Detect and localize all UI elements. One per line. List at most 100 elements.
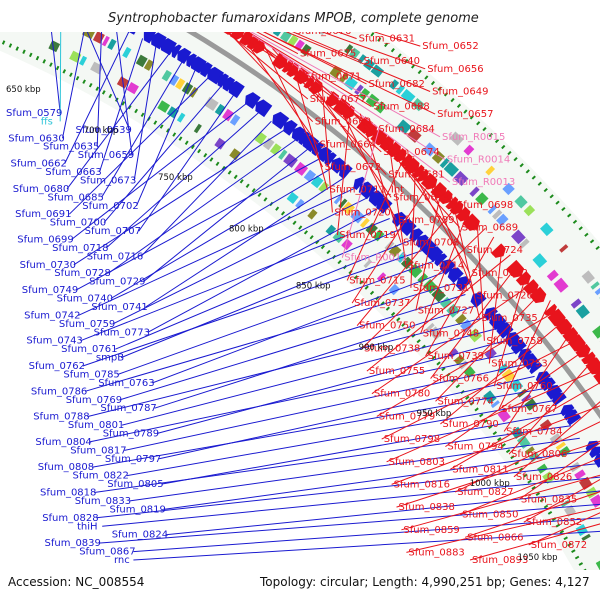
gene-label: Sfum_0839 — [45, 538, 101, 549]
gene-label: Sfum_0824 — [112, 530, 168, 541]
gene-feature — [547, 308, 566, 327]
gene-feature — [529, 286, 547, 304]
leader-line — [117, 260, 434, 375]
gene-feature — [342, 105, 355, 119]
gene-feature — [469, 186, 480, 197]
gene-feature — [365, 222, 378, 236]
leader-line — [410, 160, 417, 288]
scale-tick — [385, 306, 390, 311]
scale-tick — [239, 179, 244, 184]
gene-feature — [522, 279, 539, 295]
gene-feature — [395, 84, 406, 95]
gene-label: Sfum_R0015 — [442, 132, 505, 143]
leader-line — [75, 158, 321, 291]
scale-tick — [525, 169, 530, 174]
leader-line — [366, 254, 511, 372]
scale-tick — [101, 90, 106, 95]
scale-tick — [263, 197, 268, 202]
gene-feature — [341, 201, 355, 215]
gene-feature — [160, 37, 177, 56]
leader-line — [64, 30, 130, 164]
gene-feature — [341, 238, 353, 251]
gene-label: Sfum_0767 — [501, 404, 557, 415]
scale-tick — [501, 443, 506, 448]
gene-feature — [589, 446, 600, 459]
scale-tick — [505, 449, 511, 454]
gene-label: Sfum_0826 — [516, 472, 572, 483]
leader-line — [454, 421, 600, 493]
leader-line — [381, 337, 582, 440]
gene-feature — [487, 204, 498, 215]
gene-label: Sfum_0852 — [526, 517, 582, 528]
gene-feature — [229, 114, 241, 126]
scale-tick — [537, 181, 542, 186]
leader-line — [346, 152, 407, 281]
scale-tick — [303, 230, 309, 235]
scale-tick — [134, 108, 139, 114]
scale-tick — [127, 104, 132, 110]
gene-label: Sfum_R0014 — [447, 155, 510, 166]
gene-label: Sfum_0737 — [354, 298, 410, 309]
gene-label: Sfum_0727 — [418, 306, 474, 317]
scale-tick — [555, 200, 560, 205]
gene-label: Sfum_0850 — [462, 510, 518, 521]
gene-feature — [287, 34, 299, 47]
gene-label: Sfum_0699 — [17, 235, 73, 246]
gene-feature — [157, 100, 171, 113]
gene-feature — [143, 59, 155, 71]
gene-label: Sfum_0739 — [428, 351, 484, 362]
gene-label: Sfum_0866 — [467, 532, 523, 543]
leader-line — [126, 400, 554, 477]
leader-line — [163, 450, 589, 510]
scale-tick — [531, 485, 536, 490]
gene-label: Sfum_0740 — [57, 294, 113, 305]
scale-tick — [513, 156, 518, 162]
gene-label: Sfum_0872 — [531, 540, 587, 551]
gene-label: Sfum_0805 — [107, 479, 163, 490]
gene-feature — [348, 47, 361, 60]
gene-label: Sfum_0748 — [423, 328, 479, 339]
leader-line — [262, 41, 324, 168]
gene-feature — [431, 287, 446, 303]
gene-label: rnc — [114, 555, 130, 566]
gene-feature — [509, 378, 524, 393]
scale-tick — [510, 455, 515, 460]
scale-tick — [443, 92, 449, 97]
gene-label: Sfum_0720 — [334, 207, 390, 218]
scale-label: 750 kbp — [158, 173, 193, 183]
gene-label: Sfum_0784 — [506, 427, 562, 438]
scale-tick — [364, 285, 369, 290]
gene-feature — [239, 30, 253, 46]
scale-tick — [479, 413, 484, 418]
gene-feature — [519, 238, 530, 249]
leader-line — [321, 83, 333, 213]
scale-tick — [359, 280, 364, 285]
gene-label: Sfum_0726 — [477, 291, 533, 302]
gene-feature — [200, 62, 213, 78]
gene-label: Sfum_0579 — [6, 108, 62, 119]
gene-label: Sfum_0708 — [403, 238, 459, 249]
gene-label: Sfum_0677 — [310, 94, 366, 105]
gene-label: Sfum_0859 — [403, 525, 459, 536]
scale-tick — [518, 467, 524, 472]
gene-feature — [423, 279, 438, 294]
gene-feature — [350, 209, 365, 224]
title-backdrop — [0, 0, 600, 32]
gene-feature — [344, 44, 354, 55]
leader-line — [459, 457, 600, 516]
leader-line — [91, 388, 544, 468]
gene-feature — [529, 362, 543, 375]
gene-feature — [594, 287, 600, 296]
gene-feature — [427, 246, 444, 263]
leader-line — [336, 106, 352, 236]
scale-tick — [401, 322, 406, 327]
leader-line — [73, 129, 285, 266]
scale-tick — [251, 188, 256, 193]
gene-label: Sfum_0774 — [438, 396, 494, 407]
scale-tick — [436, 361, 441, 366]
leader-line — [87, 316, 486, 418]
gene-label: Sfum_0730 — [20, 260, 76, 271]
gene-feature — [514, 195, 528, 209]
leader-line — [282, 55, 451, 183]
